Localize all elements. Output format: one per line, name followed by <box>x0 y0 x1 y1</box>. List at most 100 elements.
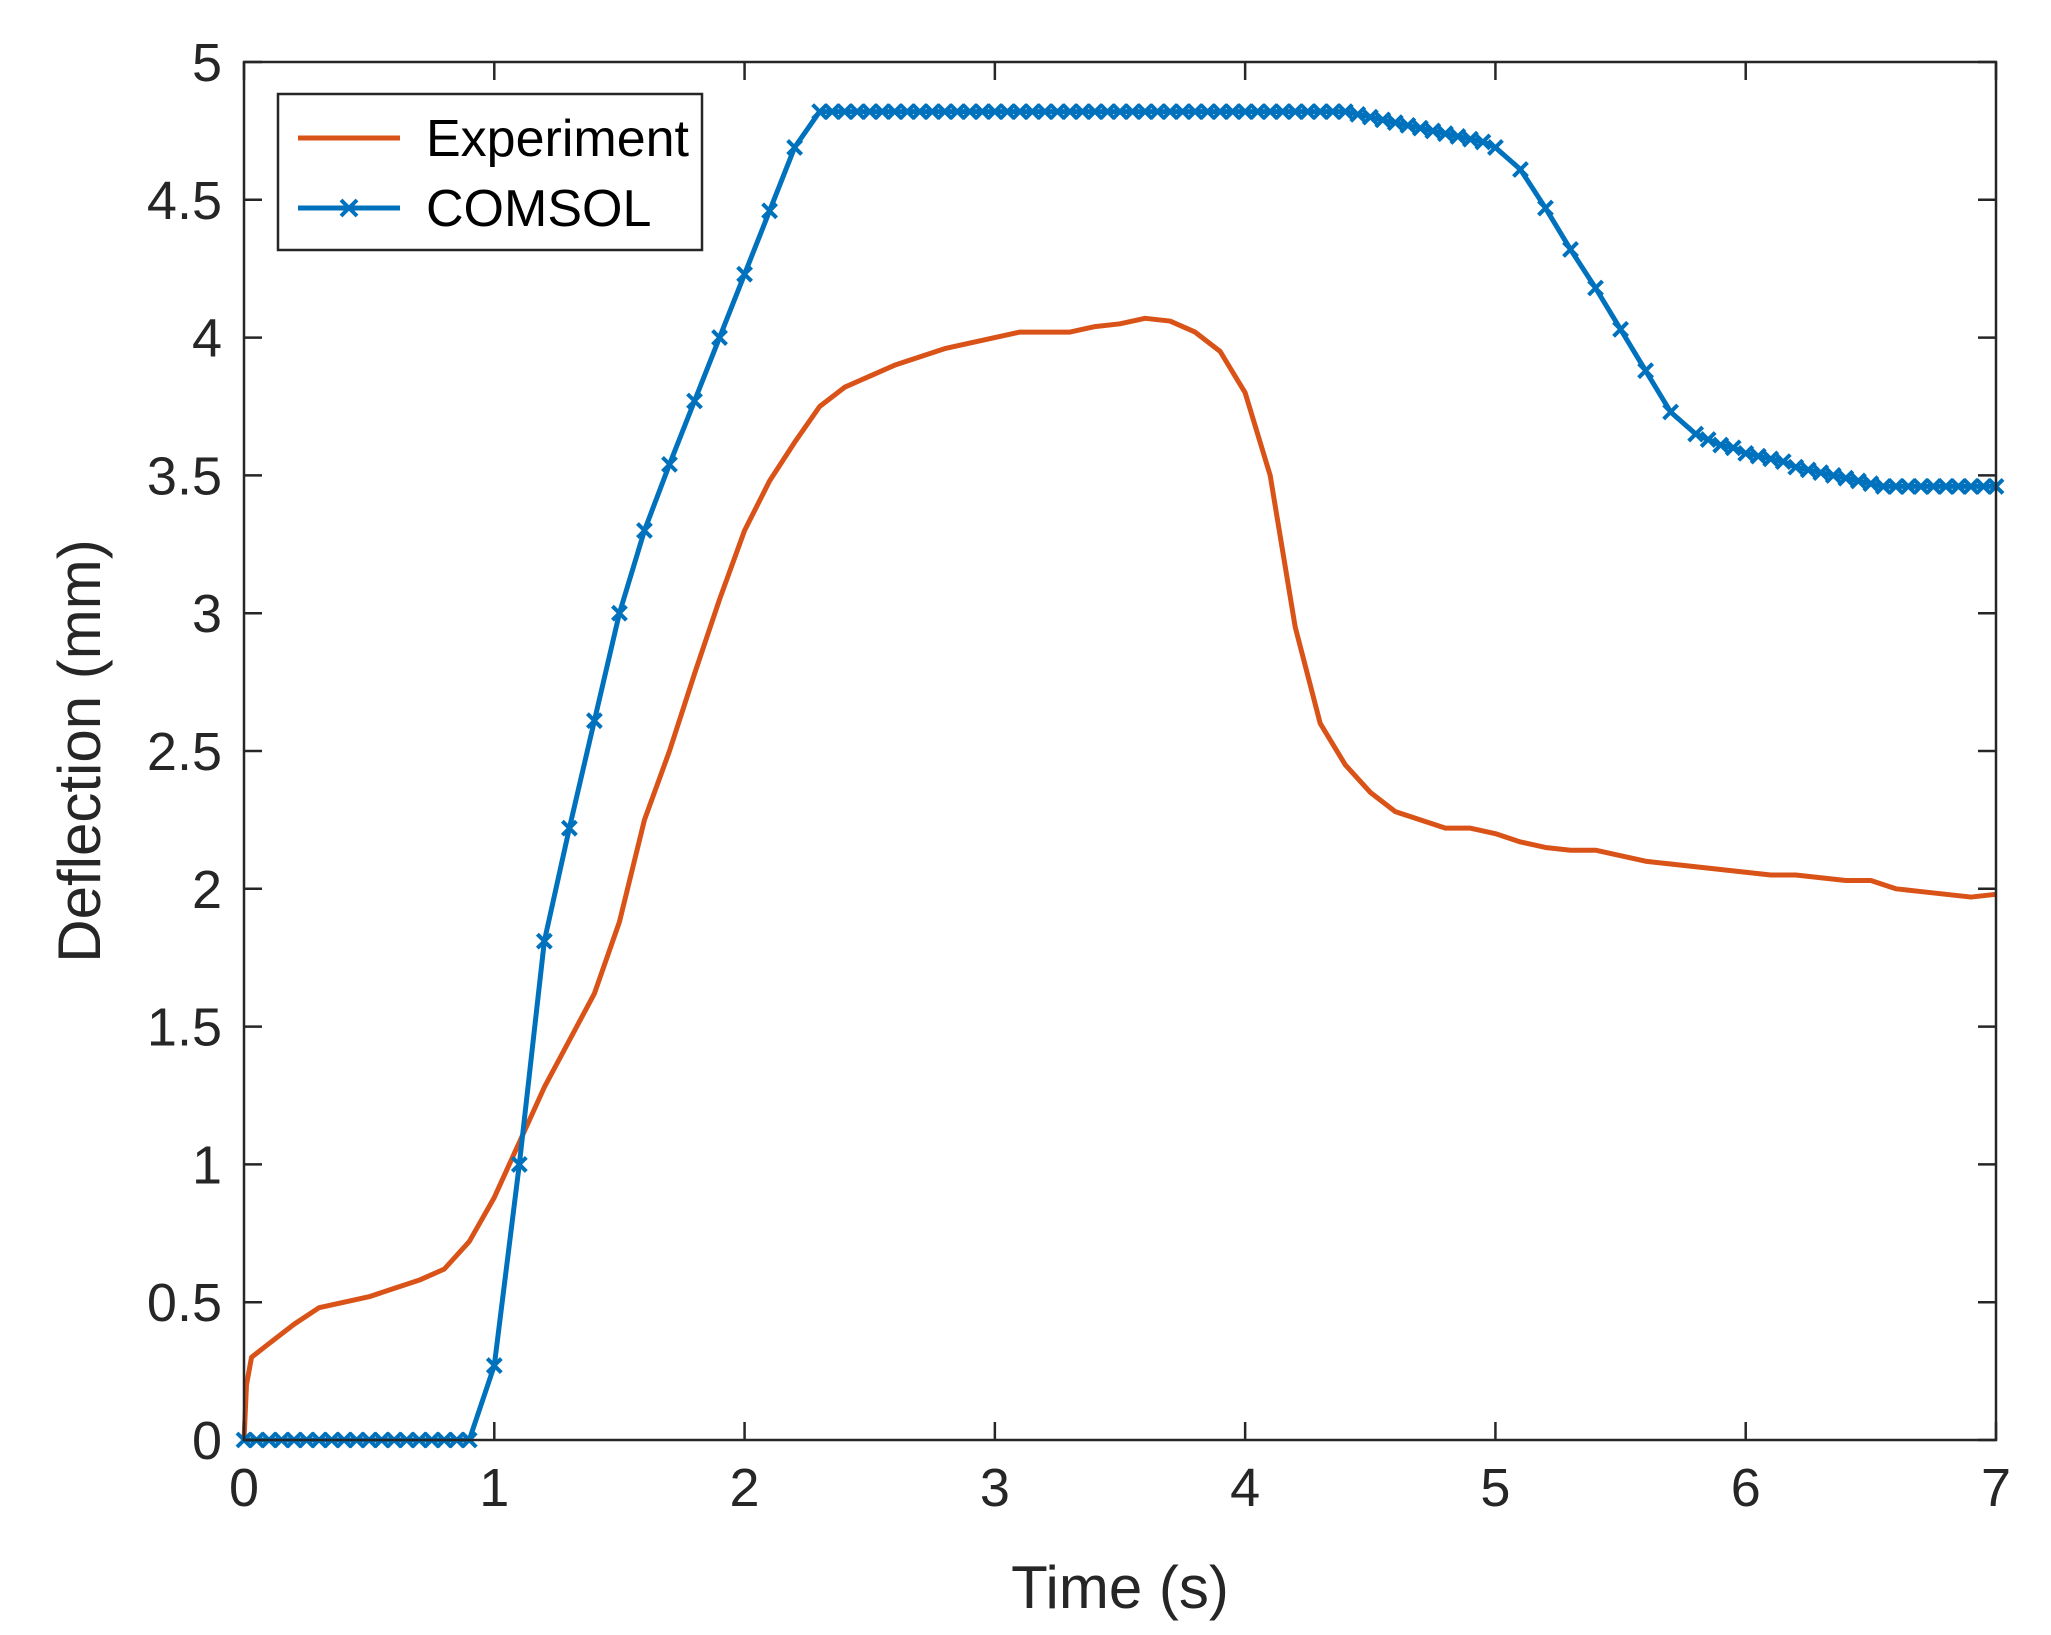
data-point <box>1136 103 1154 121</box>
data-point <box>936 103 954 121</box>
data-point <box>1899 478 1917 495</box>
data-point <box>1399 116 1417 134</box>
data-point <box>1211 103 1229 121</box>
data-point <box>923 103 941 121</box>
x-axis-title: Time (s) <box>1011 1554 1229 1621</box>
data-point <box>1849 472 1867 490</box>
data-point <box>1286 103 1304 121</box>
data-point <box>1224 103 1242 121</box>
data-point <box>1537 199 1554 217</box>
data-point <box>560 819 578 837</box>
data-point <box>1749 447 1767 465</box>
data-point <box>873 103 891 121</box>
legend-label: COMSOL <box>426 180 651 238</box>
data-point <box>1023 103 1041 121</box>
data-point <box>761 202 779 220</box>
series-experiment <box>241 315 1997 1441</box>
data-point <box>686 392 703 410</box>
y-tick-label: 5 <box>192 33 222 93</box>
data-point <box>1687 425 1705 443</box>
data-point <box>1424 122 1442 140</box>
data-point <box>1699 431 1717 448</box>
data-point <box>1812 464 1830 482</box>
x-tick-label: 5 <box>1480 1458 1510 1518</box>
data-point <box>836 103 854 121</box>
data-point <box>1637 362 1655 380</box>
data-point <box>1186 103 1204 121</box>
data-point <box>1562 240 1579 258</box>
data-point <box>1161 103 1179 121</box>
data-point <box>1436 125 1454 143</box>
legend-label: Experiment <box>426 110 690 168</box>
data-point <box>961 103 979 121</box>
data-point <box>535 932 553 950</box>
data-point <box>823 103 841 121</box>
data-point <box>1411 119 1429 137</box>
legend-marker <box>339 198 359 218</box>
data-point <box>1324 103 1342 121</box>
data-point <box>1261 103 1279 121</box>
data-point <box>1011 103 1029 121</box>
legend-box <box>276 92 704 252</box>
data-point <box>1199 103 1217 121</box>
data-point <box>1236 103 1254 121</box>
data-point <box>1925 478 1942 495</box>
data-point <box>1887 478 1905 495</box>
data-point <box>1149 103 1166 121</box>
data-point <box>1837 469 1855 487</box>
data-point <box>1724 439 1742 457</box>
data-point <box>711 329 728 347</box>
data-point <box>1662 403 1680 421</box>
data-point <box>1361 108 1379 126</box>
data-point <box>861 103 879 121</box>
x-tick-label: 3 <box>980 1458 1010 1518</box>
data-point <box>1962 478 1980 495</box>
data-point <box>986 103 1004 121</box>
data-point <box>1299 103 1317 121</box>
data-point <box>485 1357 503 1375</box>
data-point <box>1074 103 1091 121</box>
data-point <box>636 522 653 539</box>
y-tick-label: 0.5 <box>147 1273 222 1333</box>
data-point <box>1799 461 1817 479</box>
y-tick-label: 2.5 <box>147 722 222 782</box>
data-point <box>510 1155 528 1173</box>
plot-area <box>244 62 1996 1440</box>
data-point <box>1311 103 1329 121</box>
x-tick-label: 0 <box>229 1458 259 1518</box>
data-point <box>1474 133 1492 151</box>
data-point <box>1386 114 1404 132</box>
data-point <box>661 455 678 473</box>
data-point <box>811 103 829 121</box>
y-axis-title: Deflection (mm) <box>46 539 113 962</box>
data-point <box>848 103 866 121</box>
data-point <box>948 103 966 121</box>
data-point <box>1374 111 1392 129</box>
data-point <box>1975 478 1992 495</box>
x-tick-label: 4 <box>1230 1458 1260 1518</box>
data-point <box>1461 130 1479 148</box>
data-point <box>611 604 628 622</box>
legend: Experiment COMSOL <box>276 92 704 252</box>
data-point <box>1862 475 1880 493</box>
x-tick-label: 7 <box>1981 1458 2011 1518</box>
data-point <box>736 265 753 283</box>
x-tick-label: 6 <box>1731 1458 1761 1518</box>
axes-layer: 0 1 2 3 4 5 6 7 0 0.5 1 1.5 2 2.5 3 3.5 4 4.5 5 Time (s) Def… <box>46 33 2011 1621</box>
data-point <box>1587 279 1604 297</box>
data-point <box>1449 127 1467 145</box>
y-tick-label: 3.5 <box>147 446 222 506</box>
data-point <box>1824 466 1842 484</box>
x-tick-label: 2 <box>730 1458 760 1518</box>
y-tick-label: 1.5 <box>147 998 222 1058</box>
y-tick-label: 2 <box>192 860 222 920</box>
data-point <box>1737 444 1755 462</box>
data-point <box>1512 161 1529 178</box>
data-point <box>886 103 904 121</box>
legend-item-experiment: Experiment <box>298 110 690 168</box>
series-line-experiment <box>241 315 1997 1441</box>
x-tick-label: 1 <box>479 1458 509 1518</box>
data-point <box>1712 436 1730 454</box>
